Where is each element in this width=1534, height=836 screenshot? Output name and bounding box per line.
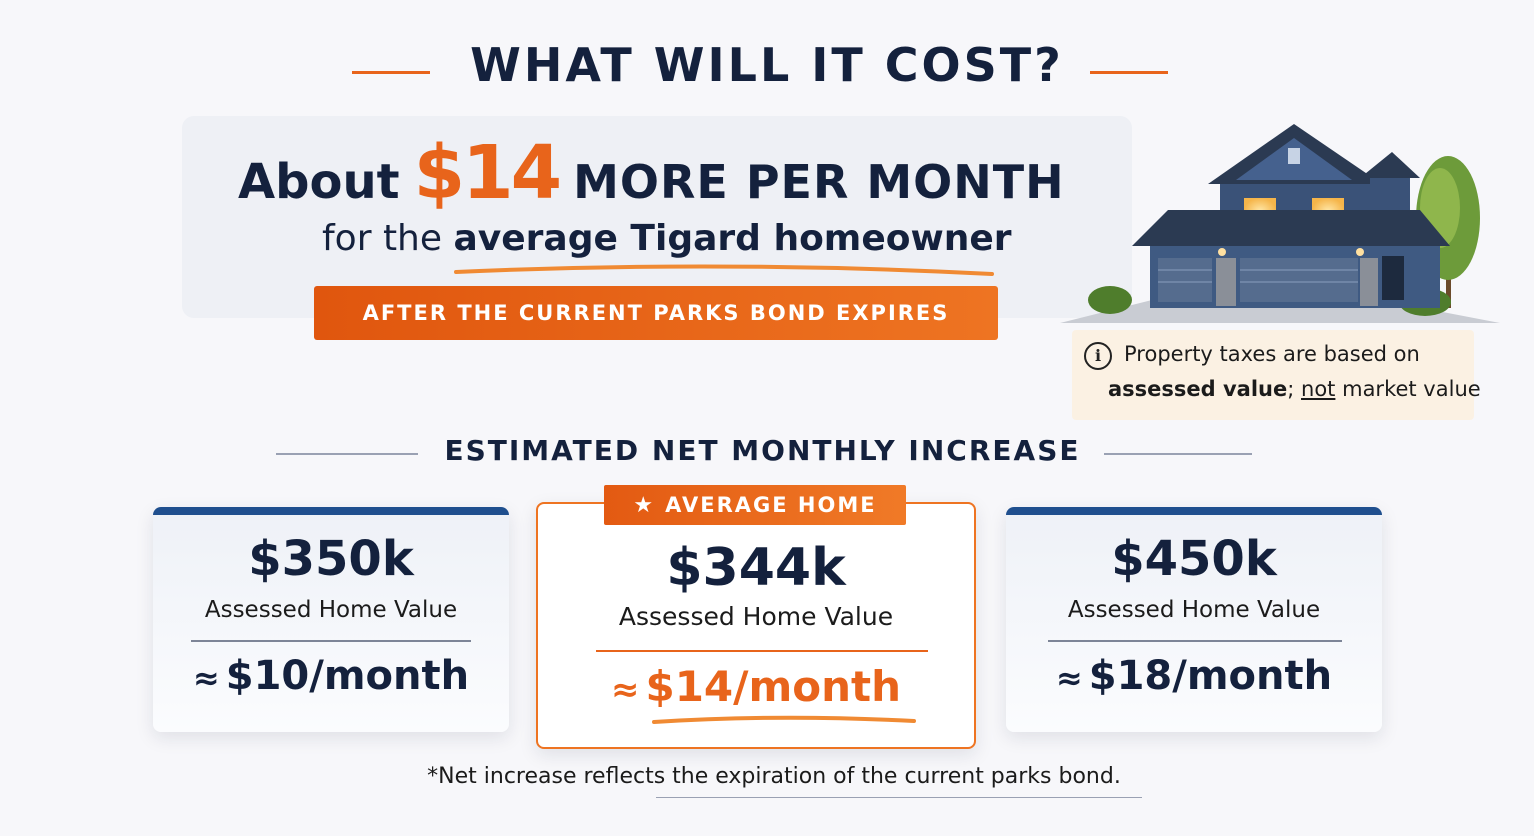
card-divider (191, 640, 471, 642)
card-home-value: $350k (248, 531, 414, 587)
estimate-card-average: $344k Assessed Home Value ≈ $14/month (536, 502, 976, 749)
subline-strong: average Tigard homeowner (453, 218, 1012, 259)
section-rule-right (1104, 453, 1252, 455)
card-home-label: Assessed Home Value (1067, 597, 1321, 623)
card-home-label: Assessed Home Value (618, 602, 894, 631)
headline-prefix: About (238, 154, 400, 210)
card-top-bar (153, 507, 509, 515)
note-sep: ; (1287, 377, 1295, 401)
info-icon: i (1084, 342, 1112, 370)
page-title: WHAT WILL IT COST? (470, 38, 1064, 92)
note-bold: assessed value (1108, 377, 1288, 401)
card-top-bar (1006, 507, 1382, 515)
card-monthly: ≈ $10/month (153, 653, 509, 699)
headline-amount: $14 (413, 130, 562, 216)
assessed-value-note: i Property taxes are based on assessed v… (1072, 330, 1481, 420)
headline-suffix: MORE PER MONTH (573, 155, 1065, 209)
monthly-underline (652, 715, 916, 724)
card-monthly: ≈ $14/month (538, 662, 974, 711)
approx-symbol: ≈ (192, 659, 220, 697)
subline-prefix: for the (322, 218, 443, 259)
card-divider (596, 650, 928, 652)
average-home-tag: ★ AVERAGE HOME (604, 485, 906, 525)
card-monthly-amount: $14/month (645, 662, 901, 711)
approx-symbol: ≈ (1055, 659, 1083, 697)
estimate-card-450k: $450k Assessed Home Value ≈ $18/month (1006, 507, 1382, 732)
section-title: ESTIMATED NET MONTHLY INCREASE (444, 434, 1081, 467)
card-home-label: Assessed Home Value (204, 597, 458, 623)
approx-symbol: ≈ (610, 670, 640, 710)
note-line-1: Property taxes are based on (1124, 342, 1420, 366)
card-monthly-amount: $18/month (1088, 653, 1333, 699)
card-home-value: $344k (666, 538, 846, 598)
note-not: not (1301, 377, 1336, 401)
note-rest: market value (1342, 377, 1481, 401)
average-home-label: AVERAGE HOME (665, 493, 877, 517)
title-rule-left (352, 71, 430, 74)
star-icon: ★ (633, 493, 656, 518)
bond-expiry-banner: AFTER THE CURRENT PARKS BOND EXPIRES (314, 286, 998, 340)
note-line-2: assessed value; not market value (1108, 377, 1481, 401)
footnote: *Net increase reflects the expiration of… (427, 764, 1121, 789)
house-illustration (1060, 124, 1500, 323)
card-home-value: $450k (1111, 531, 1277, 587)
headline-panel (182, 116, 1132, 318)
estimate-card-350k: $350k Assessed Home Value ≈ $10/month (153, 507, 509, 732)
title-rule-right (1090, 71, 1168, 74)
headline-subline: for the average Tigard homeowner (322, 218, 1012, 259)
card-divider (1048, 640, 1342, 642)
card-monthly: ≈ $18/month (1006, 653, 1382, 699)
card-monthly-amount: $10/month (225, 653, 470, 699)
subline-underline (454, 264, 994, 276)
headline: About $14 MORE PER MONTH (238, 130, 1065, 216)
footnote-underline (656, 797, 1142, 798)
section-rule-left (276, 453, 418, 455)
